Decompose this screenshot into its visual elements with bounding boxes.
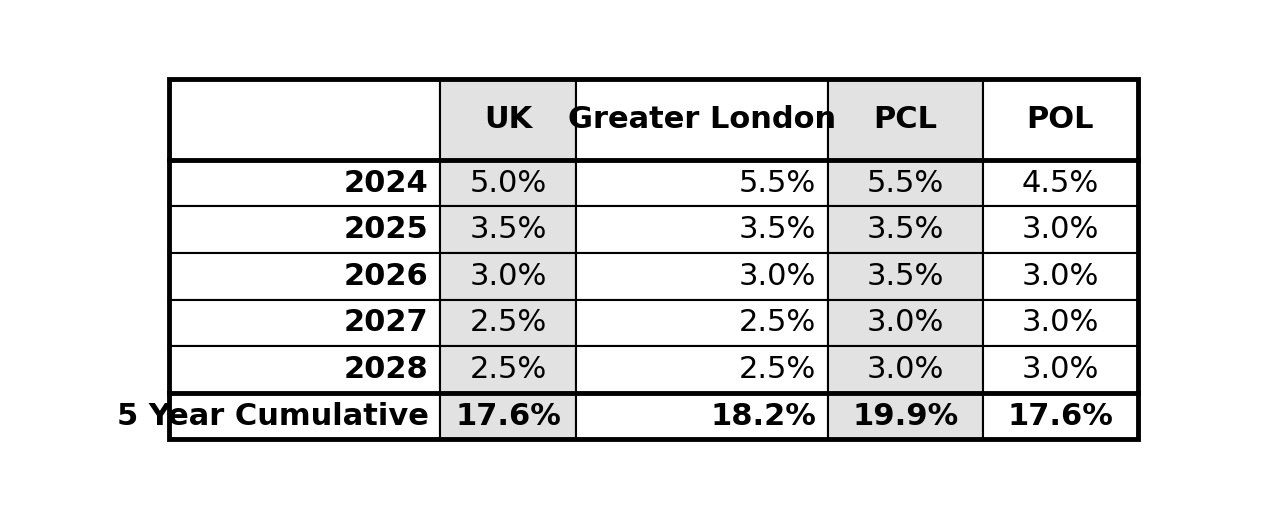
Text: 17.6%: 17.6% <box>455 402 561 430</box>
Text: 4.5%: 4.5% <box>1021 169 1099 198</box>
Bar <box>983 300 1137 346</box>
Text: Greater London: Greater London <box>567 105 836 134</box>
Text: 5.5%: 5.5% <box>738 169 816 198</box>
Text: POL: POL <box>1026 105 1094 134</box>
Bar <box>170 253 440 300</box>
Bar <box>983 253 1137 300</box>
Text: 3.5%: 3.5% <box>867 215 944 244</box>
Text: 3.0%: 3.0% <box>867 355 944 384</box>
Text: 3.5%: 3.5% <box>738 215 816 244</box>
Text: PCL: PCL <box>873 105 937 134</box>
Bar <box>440 160 576 206</box>
Bar <box>440 206 576 253</box>
Text: 3.5%: 3.5% <box>469 215 547 244</box>
Text: 5 Year Cumulative: 5 Year Cumulative <box>117 402 428 430</box>
Bar <box>170 206 440 253</box>
Text: 3.5%: 3.5% <box>867 262 944 291</box>
Bar <box>576 300 827 346</box>
Text: 2.5%: 2.5% <box>469 355 547 384</box>
Text: UK: UK <box>484 105 532 134</box>
Bar <box>440 300 576 346</box>
Bar <box>983 346 1137 393</box>
Text: 19.9%: 19.9% <box>852 402 959 430</box>
Text: 2026: 2026 <box>344 262 428 291</box>
Text: 3.0%: 3.0% <box>469 262 547 291</box>
Text: 5.0%: 5.0% <box>469 169 547 198</box>
Text: 2024: 2024 <box>344 169 428 198</box>
Bar <box>576 206 827 253</box>
Bar <box>440 393 576 440</box>
Bar <box>983 206 1137 253</box>
Text: 3.0%: 3.0% <box>738 262 816 291</box>
Bar <box>983 160 1137 206</box>
Text: 2.5%: 2.5% <box>738 355 816 384</box>
Bar <box>440 346 576 393</box>
Bar <box>440 78 576 160</box>
Bar <box>576 346 827 393</box>
Text: 3.0%: 3.0% <box>1021 308 1099 338</box>
Text: 2028: 2028 <box>344 355 428 384</box>
Bar <box>440 253 576 300</box>
Bar <box>170 78 440 160</box>
Text: 18.2%: 18.2% <box>710 402 816 430</box>
Text: 3.0%: 3.0% <box>1021 355 1099 384</box>
Bar <box>170 160 440 206</box>
Text: 3.0%: 3.0% <box>1021 215 1099 244</box>
Bar <box>576 78 827 160</box>
Text: 3.0%: 3.0% <box>1021 262 1099 291</box>
Text: 17.6%: 17.6% <box>1007 402 1113 430</box>
Text: 2027: 2027 <box>344 308 428 338</box>
Bar <box>827 253 983 300</box>
Bar <box>576 160 827 206</box>
Text: 3.0%: 3.0% <box>867 308 944 338</box>
Text: 2025: 2025 <box>344 215 428 244</box>
Bar <box>576 253 827 300</box>
Bar <box>983 393 1137 440</box>
Bar <box>827 300 983 346</box>
Text: 5.5%: 5.5% <box>867 169 944 198</box>
Bar <box>827 206 983 253</box>
Bar <box>983 78 1137 160</box>
Bar <box>170 300 440 346</box>
Bar <box>827 78 983 160</box>
Bar <box>827 393 983 440</box>
Text: 2.5%: 2.5% <box>738 308 816 338</box>
Bar <box>170 393 440 440</box>
Bar <box>827 346 983 393</box>
Text: 2.5%: 2.5% <box>469 308 547 338</box>
Bar <box>170 346 440 393</box>
Bar <box>576 393 827 440</box>
Bar <box>827 160 983 206</box>
